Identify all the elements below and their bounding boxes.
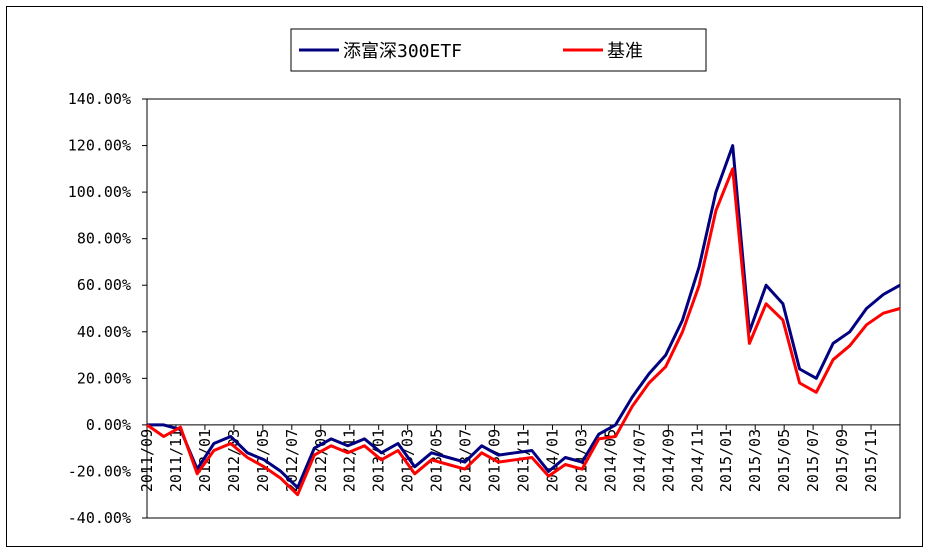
- y-tick-label: 80.00%: [77, 230, 131, 248]
- x-tick-label: 2013/03: [399, 429, 417, 492]
- y-tick-label: 140.00%: [68, 90, 131, 108]
- legend-box: [290, 28, 707, 72]
- x-tick-label: 2012/11: [341, 429, 359, 492]
- x-tick-label: 2013/01: [370, 429, 388, 492]
- y-tick-label: -20.00%: [68, 462, 131, 480]
- x-tick-label: 2014/11: [688, 429, 706, 492]
- x-tick-label: 2015/11: [862, 429, 880, 492]
- x-tick-label: 2012/09: [312, 429, 330, 492]
- legend: 添富深300ETF 基准: [290, 28, 707, 72]
- y-tick-label: 120.00%: [68, 137, 131, 155]
- x-tick-label: 2014/09: [659, 429, 677, 492]
- x-tick-label: 2015/09: [833, 429, 851, 492]
- x-tick-label: 2015/07: [804, 429, 822, 492]
- x-tick-label: 2014/07: [630, 429, 648, 492]
- x-tick-label: 2015/01: [717, 429, 735, 492]
- legend-label-fund: 添富深300ETF: [343, 41, 462, 62]
- x-tick-label: 2014/01: [543, 429, 561, 492]
- chart-svg: 添富深300ETF 基准 140.00% 120.00% 100.00% 80.00% 6…: [68, 28, 901, 527]
- y-tick-label: 60.00%: [77, 276, 131, 294]
- x-tick-label: 2011/09: [138, 429, 156, 492]
- y-tick-label: 0.00%: [86, 416, 131, 434]
- y-tick-label: 40.00%: [77, 323, 131, 341]
- plot-area: 140.00% 120.00% 100.00% 80.00% 60.00% 40.00% 2…: [68, 90, 901, 527]
- x-tick-label: 2013/11: [515, 429, 533, 492]
- series-line-fund: [147, 144, 901, 490]
- x-tick-label: 2011/11: [167, 429, 185, 492]
- series-line-benchmark: [146, 167, 901, 497]
- y-tick-label: -40.00%: [68, 509, 131, 527]
- y-tick-label: 100.00%: [68, 183, 131, 201]
- x-tick-label: 2014/05: [601, 429, 619, 492]
- x-tick-label: 2015/05: [775, 429, 793, 492]
- legend-label-benchmark: 基准: [607, 41, 643, 62]
- y-tick-label: 20.00%: [77, 369, 131, 387]
- x-tick-label: 2015/03: [746, 429, 764, 492]
- chart-frame: 添富深300ETF 基准 140.00% 120.00% 100.00% 80.00% 6…: [6, 6, 923, 547]
